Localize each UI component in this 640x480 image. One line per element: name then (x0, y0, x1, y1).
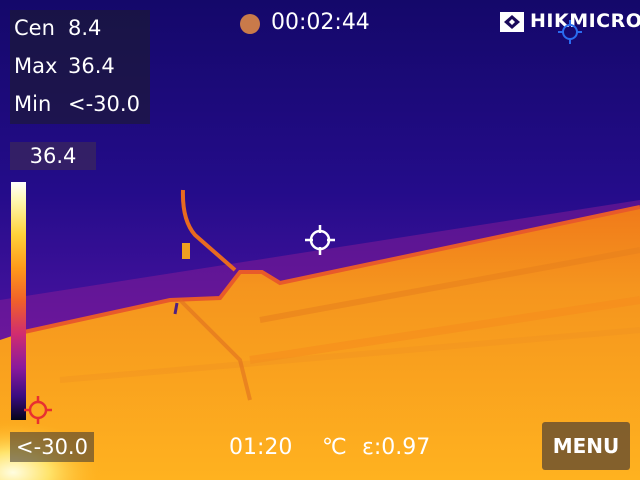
temperature-unit[interactable]: ℃ (322, 435, 347, 460)
crosshair-icon (305, 225, 335, 255)
min-label: Min (14, 92, 52, 116)
color-scale-bar (11, 182, 26, 420)
brand-logo-icon (500, 12, 524, 32)
max-label: Max (14, 54, 58, 78)
center-label: Cen (14, 16, 55, 40)
min-reading: Min <-30.0 (14, 92, 140, 116)
recording-timer: 00:02:44 (271, 10, 370, 35)
temperature-readings-panel: Cen 8.4 Max 36.4 Min <-30.0 (10, 10, 150, 124)
scale-max-value: 36.4 (10, 142, 96, 170)
clock-time: 01:20 (229, 435, 293, 460)
emissivity-value[interactable]: ε:0.97 (362, 435, 431, 460)
min-value: <-30.0 (68, 92, 140, 116)
scale-min-value: <-30.0 (10, 432, 94, 462)
max-reading: Max 36.4 (14, 54, 115, 78)
max-value: 36.4 (68, 54, 115, 78)
brand-logo: HIKMICRO (530, 10, 640, 32)
center-value: 8.4 (68, 16, 102, 40)
cold-spot-icon (24, 396, 52, 424)
hot-spot-icon (558, 20, 582, 44)
record-dot-icon (240, 14, 260, 34)
center-reading: Cen 8.4 (14, 16, 101, 40)
menu-button[interactable]: MENU (542, 422, 630, 470)
